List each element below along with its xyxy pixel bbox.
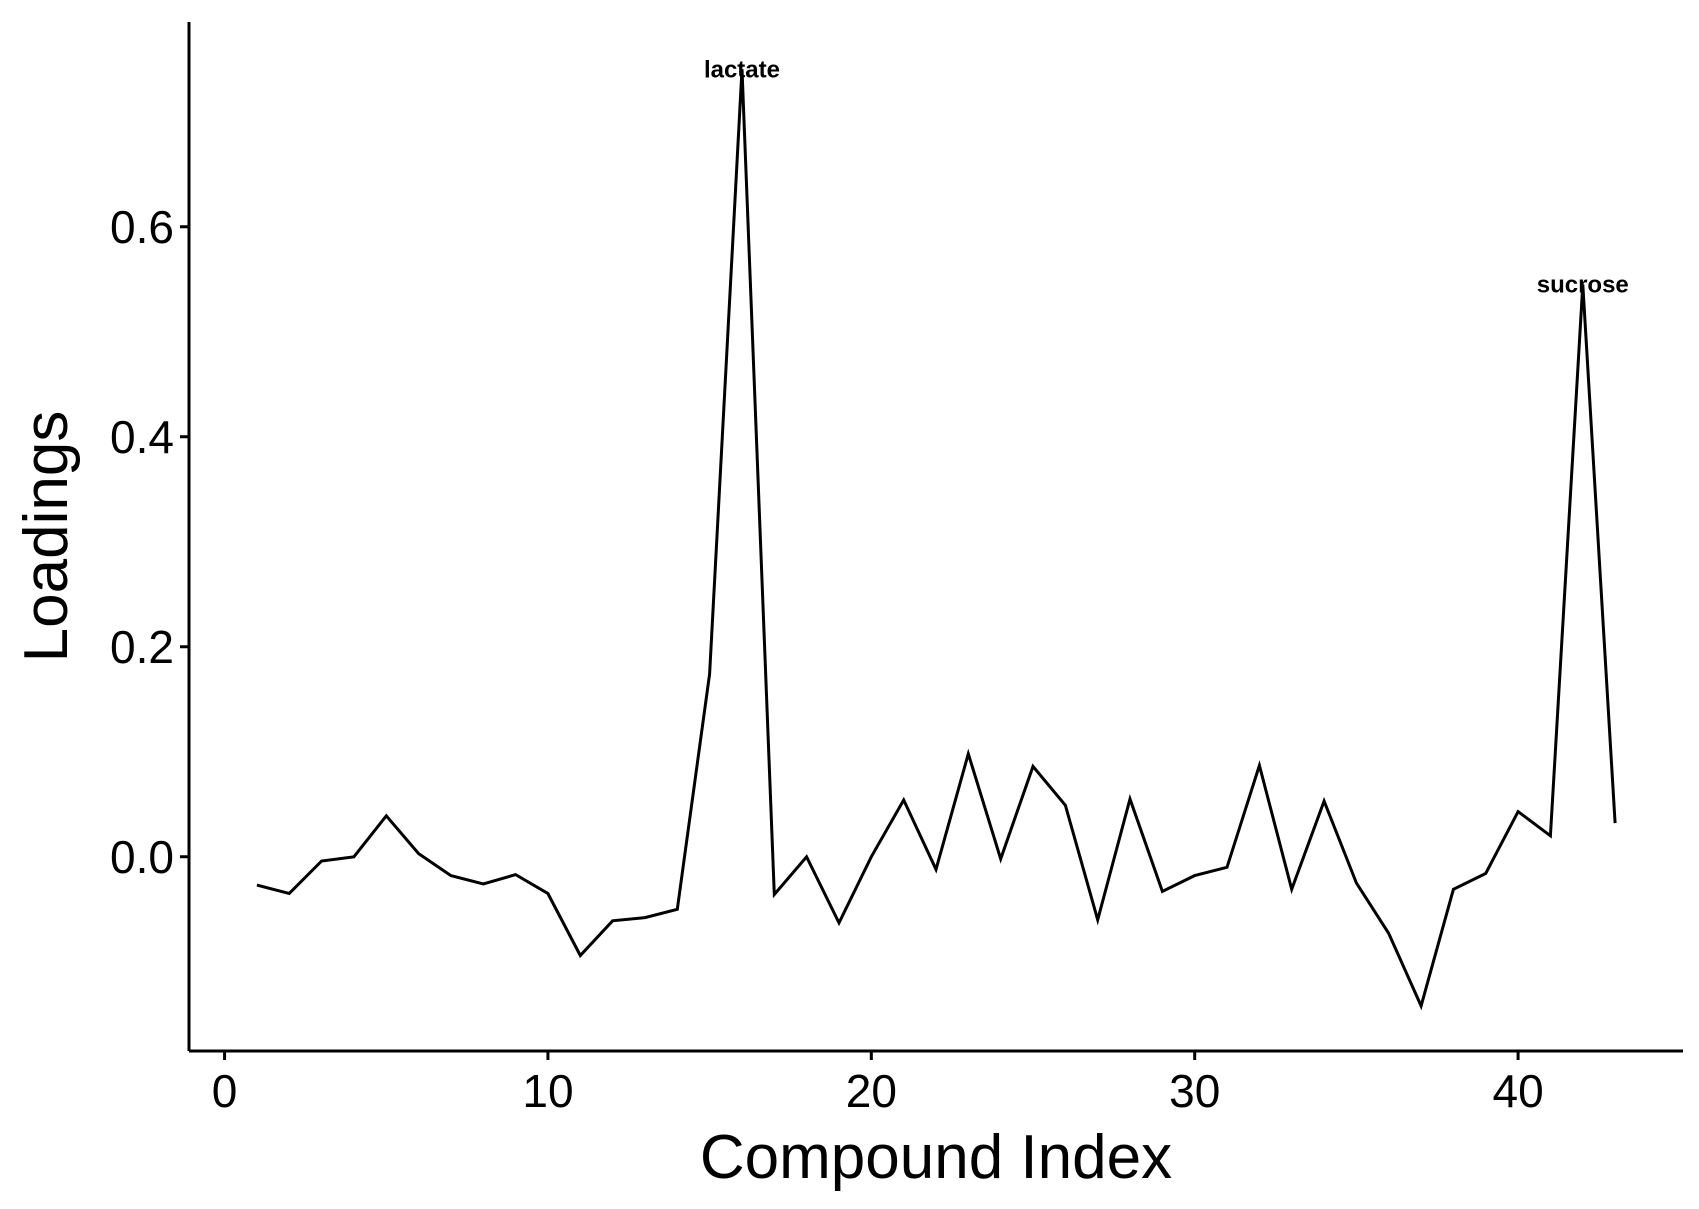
data-point — [870, 855, 873, 858]
y-tick-label: 0.2 — [110, 621, 174, 673]
data-point — [676, 908, 679, 911]
x-axis: 0 10 20 30 40 — [189, 1049, 1683, 1117]
data-point — [1290, 888, 1293, 891]
data-point — [1323, 800, 1326, 803]
data-point — [449, 874, 452, 877]
x-tick-label: 40 — [1492, 1065, 1543, 1117]
x-tick-label: 20 — [846, 1065, 897, 1117]
data-point — [773, 893, 776, 896]
x-tick-label: 10 — [522, 1065, 573, 1117]
y-axis: 0.0 0.2 0.4 0.6 — [110, 22, 191, 1051]
data-point — [611, 919, 614, 922]
series-line — [256, 69, 1617, 1011]
data-point — [255, 884, 258, 887]
data-point — [1096, 918, 1099, 921]
data-point — [1258, 764, 1261, 767]
data-point — [999, 857, 1002, 860]
y-tick-label: 0.6 — [110, 201, 174, 253]
series-group — [255, 69, 1617, 1011]
data-point — [1032, 765, 1035, 768]
y-axis-title: Loadings — [12, 411, 81, 663]
data-point — [708, 673, 711, 676]
data-point — [805, 855, 808, 858]
annotations: lactate sucrose — [704, 56, 1629, 298]
data-point — [1129, 798, 1132, 801]
data-point — [643, 916, 646, 919]
peak-annotation-lactate: lactate — [704, 56, 780, 83]
data-point — [385, 814, 388, 817]
data-point — [579, 954, 582, 957]
data-point — [1420, 1004, 1423, 1007]
data-point — [1517, 810, 1520, 813]
data-point — [1064, 804, 1067, 807]
peak-annotation-sucrose: sucrose — [1537, 272, 1629, 299]
data-point — [1484, 872, 1487, 875]
data-point — [320, 859, 323, 862]
data-point — [288, 892, 291, 895]
y-tick-label: 0.0 — [110, 831, 174, 883]
data-point — [1549, 834, 1552, 837]
data-point — [352, 855, 355, 858]
y-tick-label: 0.4 — [110, 411, 174, 463]
data-point — [546, 892, 549, 895]
data-point — [1226, 866, 1229, 869]
data-point — [1614, 822, 1617, 825]
x-tick-label: 30 — [1169, 1065, 1220, 1117]
data-point — [417, 852, 420, 855]
data-point — [1387, 932, 1390, 935]
data-point — [1161, 890, 1164, 893]
data-point — [1355, 882, 1358, 885]
data-point — [482, 883, 485, 886]
data-point — [967, 752, 970, 755]
data-point — [1452, 888, 1455, 891]
data-point — [1193, 874, 1196, 877]
x-tick-label: 0 — [212, 1065, 238, 1117]
data-point — [935, 868, 938, 871]
data-point — [837, 921, 840, 924]
x-axis-title: Compound Index — [700, 1123, 1172, 1192]
data-point — [902, 799, 905, 802]
data-point — [514, 873, 517, 876]
